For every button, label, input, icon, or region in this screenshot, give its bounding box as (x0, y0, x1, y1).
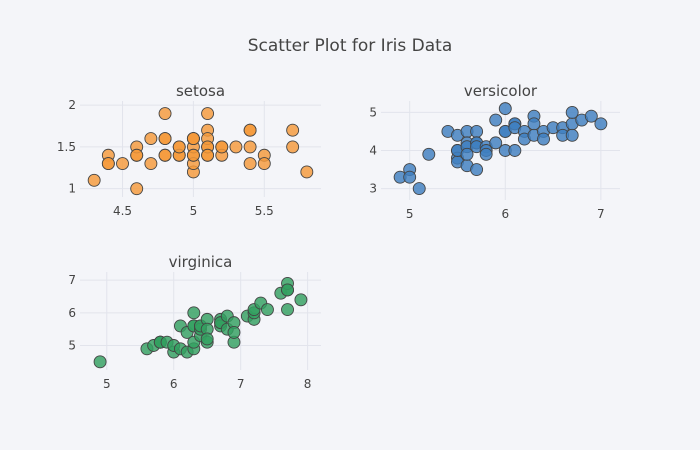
data-point (489, 113, 503, 127)
data-point (201, 148, 215, 162)
data-point (130, 148, 144, 162)
y-tick-label: 1.5 (57, 140, 76, 154)
data-point (186, 132, 200, 146)
data-point (594, 117, 608, 131)
data-point (565, 105, 579, 119)
data-point (227, 325, 241, 339)
x-tick-label: 7 (597, 207, 605, 221)
data-point (243, 157, 257, 171)
data-point (281, 303, 294, 317)
data-point (187, 306, 201, 320)
data-point (412, 182, 426, 196)
y-tick-label: 3 (369, 182, 377, 196)
data-point (300, 165, 314, 179)
data-point (200, 332, 214, 346)
y-tick-label: 6 (68, 306, 76, 320)
data-point (498, 102, 512, 116)
data-point (144, 157, 158, 171)
data-point (260, 303, 274, 317)
y-tick-label: 2 (68, 98, 76, 112)
data-point (130, 182, 144, 196)
data-point (294, 293, 308, 307)
data-point (186, 148, 200, 162)
data-point (470, 125, 484, 138)
y-tick-label: 1 (68, 182, 76, 196)
subplot-title: setosa (176, 82, 225, 100)
data-point (229, 140, 243, 154)
data-point (144, 132, 158, 146)
data-point (537, 132, 550, 146)
x-tick-label: 8 (304, 377, 312, 391)
data-point (243, 140, 257, 154)
data-point (286, 123, 300, 137)
x-tick-label: 5 (406, 207, 414, 221)
data-point (215, 140, 229, 154)
x-tick-label: 5 (190, 204, 198, 218)
subplot-virginica: virginica 5 6 7 8 5 6 7 (68, 253, 321, 391)
y-tick-label: 5 (369, 105, 377, 119)
chart-title: Scatter Plot for Iris Data (248, 36, 453, 56)
data-point (470, 163, 484, 176)
data-point (87, 173, 101, 187)
subplot-setosa: setosa 4.5 5 5.5 1 1.5 2 (57, 82, 321, 218)
y-tick-label: 7 (68, 273, 76, 287)
data-point (93, 355, 107, 369)
x-tick-label: 5.5 (255, 204, 274, 218)
data-point (286, 140, 300, 154)
data-point (422, 147, 436, 161)
data-point (201, 107, 215, 120)
subplot-title: versicolor (464, 82, 538, 100)
x-tick-label: 5 (103, 377, 111, 391)
data-point (489, 136, 503, 150)
x-tick-label: 6 (501, 207, 509, 221)
data-point (460, 147, 474, 161)
x-tick-label: 4.5 (113, 204, 132, 218)
x-tick-label: 7 (237, 377, 245, 391)
data-point (479, 147, 493, 161)
data-point (158, 148, 172, 162)
subplot-title: virginica (169, 253, 233, 271)
data-point (281, 283, 294, 297)
data-point (172, 140, 186, 154)
data-point (257, 157, 271, 171)
data-point (158, 132, 172, 146)
data-point (116, 157, 129, 171)
x-tick-label: 6 (170, 377, 178, 391)
data-point (565, 128, 579, 142)
data-point (508, 144, 522, 157)
data-point (101, 157, 115, 171)
data-point (403, 170, 417, 184)
data-point (158, 107, 172, 120)
data-point (243, 123, 257, 137)
data-point (584, 109, 598, 123)
subplot-versicolor: versicolor 5 6 7 3 4 5 (369, 82, 620, 221)
y-tick-label: 4 (369, 144, 377, 158)
y-tick-label: 5 (68, 339, 76, 353)
